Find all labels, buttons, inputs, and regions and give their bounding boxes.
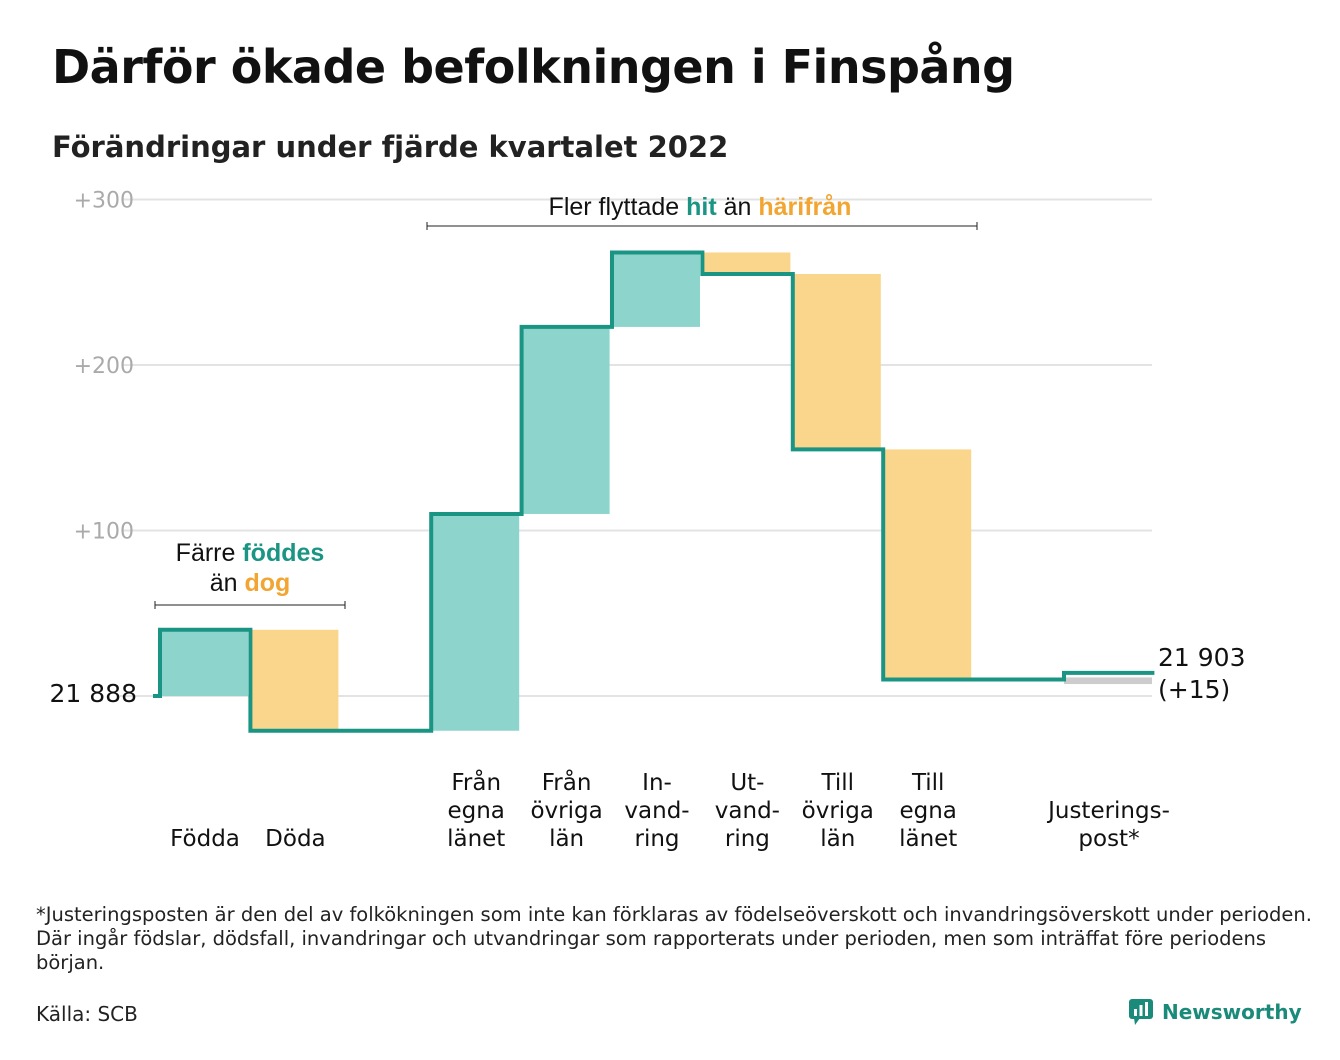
births-annotation-line2-part: dog bbox=[244, 569, 290, 597]
y-tick-label: +300 bbox=[74, 189, 134, 214]
category-label: övriga bbox=[802, 798, 874, 824]
chart-subtitle: Förändringar under fjärde kvartalet 2022 bbox=[52, 130, 729, 164]
migration-annotation-part: hit bbox=[686, 193, 717, 221]
y-tick-label: +200 bbox=[74, 354, 134, 379]
bar-increase bbox=[521, 326, 610, 514]
category-label: post* bbox=[1078, 826, 1139, 852]
newsworthy-logo-icon bbox=[1129, 999, 1153, 1025]
bar-increase bbox=[160, 629, 248, 696]
category-label: egna bbox=[447, 798, 504, 824]
category-label: Till bbox=[911, 770, 945, 796]
category-label: Till bbox=[821, 770, 855, 796]
bar-increase bbox=[431, 513, 520, 731]
end-value-label: 21 903 bbox=[1158, 643, 1245, 672]
migration-annotation-part: härifrån bbox=[758, 193, 851, 221]
bar-adjustment bbox=[1064, 677, 1152, 685]
category-label: Ut- bbox=[730, 770, 764, 796]
migration-annotation-part: än bbox=[717, 193, 759, 221]
category-label: övriga bbox=[530, 798, 602, 824]
category-label: Från bbox=[542, 768, 592, 796]
cumulative-step-line bbox=[153, 250, 1155, 733]
category-label: ring bbox=[634, 826, 679, 852]
category-label: län bbox=[820, 826, 855, 852]
category-label: Justerings- bbox=[1046, 798, 1170, 824]
category-label: Födda bbox=[170, 826, 240, 852]
births-annotation-line1: Färre föddes bbox=[176, 539, 325, 567]
category-label: Döda bbox=[265, 826, 325, 852]
y-tick-label: +100 bbox=[74, 520, 134, 545]
category-label: egna bbox=[899, 798, 956, 824]
births-annotation-line1-part: Färre bbox=[176, 539, 243, 567]
bar-decrease bbox=[702, 252, 791, 274]
end-change-label: (+15) bbox=[1158, 675, 1230, 704]
category-label: vand- bbox=[715, 798, 780, 824]
category-label: länet bbox=[899, 826, 957, 852]
category-label: länet bbox=[447, 826, 505, 852]
category-label: ring bbox=[725, 826, 770, 852]
brand-logo: Newsworthy bbox=[1128, 998, 1302, 1026]
bar-decrease bbox=[250, 629, 339, 731]
category-label: vand- bbox=[624, 798, 689, 824]
brand-name: Newsworthy bbox=[1162, 1000, 1302, 1024]
category-label: län bbox=[549, 826, 584, 852]
bar-decrease bbox=[792, 273, 881, 450]
category-label: Från bbox=[451, 768, 501, 796]
bar-decrease bbox=[883, 449, 972, 680]
category-label: In- bbox=[642, 770, 672, 796]
births-annotation-line2-part: än bbox=[210, 569, 245, 597]
footnote: *Justeringsposten är den del av folkökni… bbox=[36, 903, 1312, 974]
source-label: Källa: SCB bbox=[36, 1002, 138, 1026]
migration-annotation-part: Fler flyttade bbox=[549, 193, 687, 221]
births-annotation-line2: än dog bbox=[210, 569, 291, 597]
start-value-label: 21 888 bbox=[50, 679, 137, 708]
migration-annotation: Fler flyttade hit än härifrån bbox=[549, 193, 852, 221]
chart-title: Därför ökade befolkningen i Finspång bbox=[52, 40, 1015, 94]
bar-increase bbox=[612, 252, 700, 327]
births-annotation-line1-part: föddes bbox=[242, 539, 324, 567]
